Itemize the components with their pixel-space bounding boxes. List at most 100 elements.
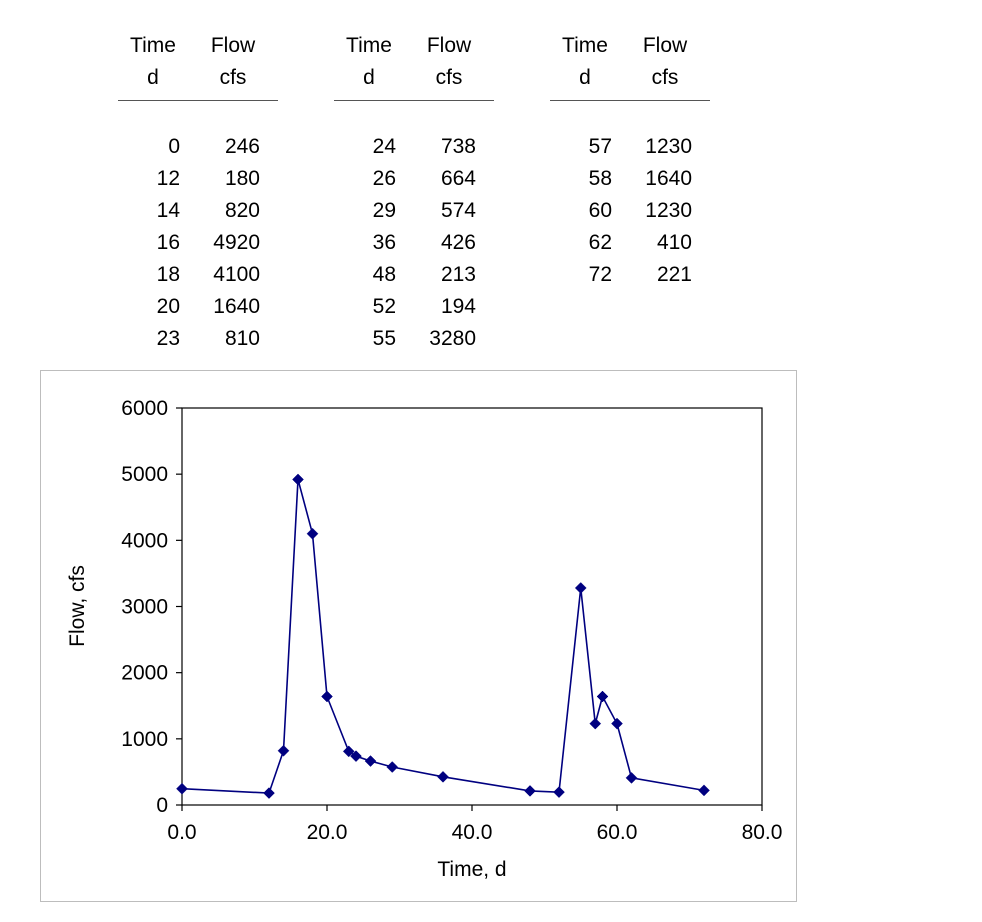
table-header: Time Flow d cfs	[118, 30, 278, 101]
table-row: 36 426	[334, 227, 494, 259]
x-tick-label: 40.0	[452, 821, 493, 844]
table-header: Time Flow d cfs	[550, 30, 710, 101]
header-time: Time	[130, 34, 176, 57]
y-tick-label: 4000	[121, 529, 168, 552]
data-point	[306, 527, 319, 540]
x-tick-label: 20.0	[307, 821, 348, 844]
header-time: d	[147, 66, 159, 89]
table-row: 24 738	[334, 131, 494, 163]
flow-cell: 1230	[645, 135, 692, 158]
data-point	[574, 582, 587, 594]
table-row: 18 4100	[118, 259, 278, 291]
header-time: Time	[562, 34, 608, 57]
data-point	[277, 744, 290, 757]
table-row: 20 1640	[118, 291, 278, 323]
x-axis: 0.0 20.0 40.0 60.0 80.0	[167, 805, 782, 844]
series-flow	[176, 473, 710, 799]
x-tick-label: 0.0	[167, 821, 196, 844]
chart-area: 0 1000 2000 3000 4000 5000 6000 0.0 20.0 40.0 60.…	[40, 370, 797, 902]
table-row: 29 574	[334, 195, 494, 227]
flow-cell: 3280	[429, 327, 476, 350]
time-cell: 29	[372, 199, 396, 222]
flow-cell: 180	[224, 167, 260, 190]
data-point	[292, 473, 304, 486]
table-row: 14 820	[118, 195, 278, 227]
table-row: 62 410	[550, 227, 710, 259]
data-point	[321, 690, 333, 703]
y-tick-label: 0	[156, 794, 168, 817]
flow-chart: 0 1000 2000 3000 4000 5000 6000 0.0 20.0 40.0 60.…	[66, 397, 782, 881]
y-tick-label: 1000	[121, 728, 168, 751]
y-axis: 0 1000 2000 3000 4000 5000 6000	[121, 397, 182, 817]
data-point	[625, 772, 638, 784]
flow-cell: 194	[440, 295, 476, 318]
data-point	[342, 745, 355, 758]
flow-cell: 574	[440, 199, 476, 222]
time-cell: 58	[588, 167, 612, 190]
data-point	[611, 717, 623, 730]
time-cell: 57	[588, 135, 612, 158]
table-row: 12 180	[118, 163, 278, 195]
flow-cell: 426	[440, 231, 476, 254]
time-cell: 60	[588, 199, 612, 222]
time-cell: 48	[372, 263, 396, 286]
data-point	[176, 782, 188, 795]
y-tick-label: 2000	[121, 662, 168, 685]
time-cell: 12	[156, 167, 180, 190]
flow-cell: 820	[224, 199, 260, 222]
table-row: 0 246	[118, 131, 278, 163]
table-row: 60 1230	[550, 195, 710, 227]
data-table-3: Time Flow d cfs 57 1230 58 1640 60 1230 62 410 72 221	[550, 30, 710, 291]
table-row: 55 3280	[334, 323, 494, 355]
header-time: Time	[346, 34, 392, 57]
data-point	[350, 750, 362, 763]
flow-cell: 4920	[213, 231, 260, 254]
x-tick-label: 60.0	[597, 821, 638, 844]
data-point	[589, 717, 602, 730]
flow-cell: 738	[440, 135, 476, 158]
data-point	[553, 786, 565, 799]
time-cell: 18	[156, 263, 180, 286]
table-row: 48 213	[334, 259, 494, 291]
flow-cell: 4100	[213, 263, 260, 286]
header-flow: Flow	[426, 34, 472, 57]
data-point	[596, 690, 609, 703]
table-row: 26 664	[334, 163, 494, 195]
time-cell: 72	[588, 263, 612, 286]
table-row: 52 194	[334, 291, 494, 323]
table-row: 23 810	[118, 323, 278, 355]
flow-cell: 213	[440, 263, 476, 286]
flow-cell: 810	[224, 327, 260, 350]
header-flow: cfs	[435, 66, 463, 89]
table-row: 72 221	[550, 259, 710, 291]
time-cell: 36	[372, 231, 396, 254]
x-tick-label: 80.0	[742, 821, 783, 844]
time-cell: 23	[156, 327, 180, 350]
table-row: 16 4920	[118, 227, 278, 259]
header-time: d	[579, 66, 591, 89]
flow-cell: 1230	[645, 199, 692, 222]
time-cell: 52	[372, 295, 396, 318]
table-row: 57 1230	[550, 131, 710, 163]
flow-cell: 410	[656, 231, 692, 254]
y-axis-label: Flow, cfs	[66, 565, 89, 647]
plot-area	[181, 407, 763, 806]
y-tick-label: 3000	[121, 596, 168, 619]
data-point	[364, 755, 377, 767]
header-flow: Flow	[642, 34, 688, 57]
data-table-1: Time Flow d cfs 0 246 12 180 14 820 16 4920 18 4100 20…	[118, 30, 278, 355]
x-axis-label: Time, d	[437, 858, 506, 881]
time-cell: 16	[156, 231, 180, 254]
data-point	[263, 787, 275, 799]
time-cell: 24	[372, 135, 396, 158]
flow-cell: 221	[656, 263, 692, 286]
y-tick-label: 5000	[121, 463, 168, 486]
data-point	[524, 785, 536, 797]
header-flow: cfs	[651, 66, 679, 89]
data-table-2: Time Flow d cfs 24 738 26 664 29 574 36 426 48 213 52 1…	[334, 30, 494, 355]
time-cell: 55	[372, 327, 396, 350]
data-point	[437, 770, 449, 783]
header-flow: cfs	[219, 66, 247, 89]
data-point	[386, 761, 399, 773]
flow-cell: 664	[440, 167, 476, 190]
